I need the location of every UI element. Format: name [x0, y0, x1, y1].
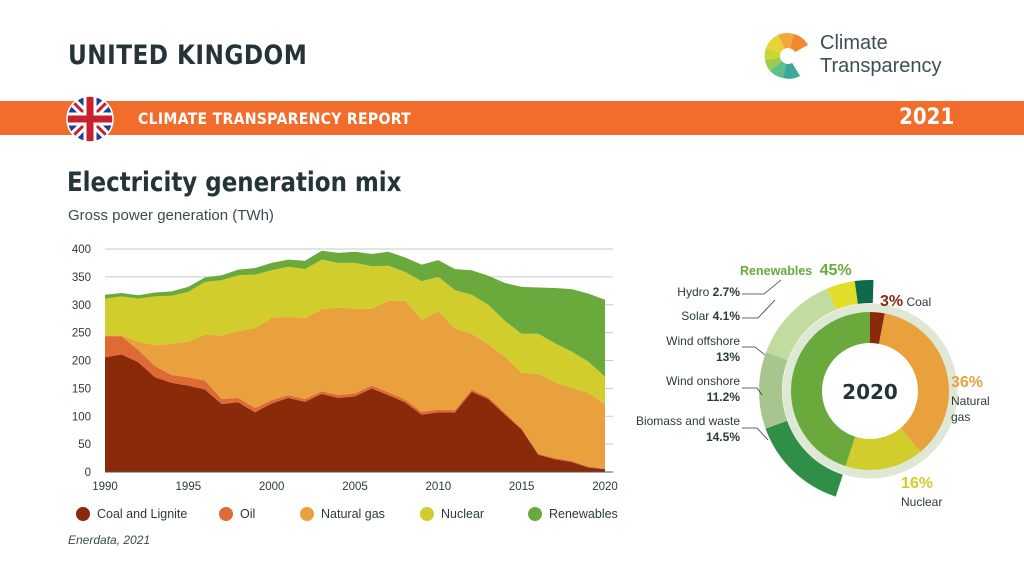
coal-label: 3% Coal	[880, 293, 960, 311]
solar-pct: 4.1%	[712, 309, 740, 323]
biomass-label: Biomass and waste 14.5%	[600, 413, 740, 445]
legend-swatch-coal	[76, 507, 90, 521]
chart-subtitle: Gross power generation (TWh)	[68, 207, 274, 224]
chart-legend: Coal and Lignite Oil Natural gas Nuclear…	[76, 507, 636, 527]
legend-swatch-nuclear	[420, 507, 434, 521]
area-series-natural-gas	[105, 300, 605, 469]
legend-label-renewables: Renewables	[549, 507, 618, 521]
y-tick-label: 100	[72, 411, 91, 423]
wind-offshore-label: Wind offshore 13%	[620, 333, 740, 365]
coal-label-text: Coal	[906, 295, 932, 309]
brand-name-line1: Climate	[820, 32, 888, 54]
donut-slice-coal	[870, 312, 885, 344]
y-tick-label: 250	[72, 328, 91, 340]
area-series-renewables	[105, 250, 605, 377]
banner-year: 2021	[898, 105, 954, 130]
leader-line	[742, 427, 769, 441]
coal-pct: 3%	[880, 293, 904, 310]
uk-flag-icon	[66, 95, 114, 143]
natural-gas-label-line1: Natural	[951, 394, 990, 408]
x-tick-label: 2005	[342, 481, 368, 493]
donut-chart	[759, 280, 958, 497]
wind-offshore-label-text: Wind offshore	[666, 334, 740, 348]
biomass-label-text: Biomass and waste	[635, 414, 740, 428]
y-tick-label: 150	[72, 383, 91, 395]
outer-band-wind-offshore	[766, 288, 837, 361]
donut-slice-renewables	[791, 312, 870, 467]
x-tick-label: 1995	[176, 481, 202, 493]
data-source: Enerdata, 2021	[68, 533, 151, 547]
natural-gas-pct: 36%	[951, 374, 984, 391]
nuclear-label-text: Nuclear	[901, 495, 943, 509]
y-axis-ticks: 0 50 100 150 200 250 300 350 400	[72, 244, 91, 479]
legend-label-nuclear: Nuclear	[441, 507, 485, 521]
legend-swatch-renewables	[528, 507, 542, 521]
legend-item-nuclear: Nuclear	[420, 507, 484, 521]
legend-item-renewables: Renewables	[528, 507, 618, 521]
hydro-label-text: Hydro	[677, 285, 710, 299]
country-title: UNITED KINGDOM	[68, 40, 308, 71]
hydro-pct: 2.7%	[712, 285, 740, 299]
outer-band-hydro	[854, 280, 874, 304]
y-tick-label: 50	[78, 439, 91, 451]
legend-label-coal: Coal and Lignite	[97, 507, 188, 521]
area-series-nuclear	[105, 259, 605, 405]
y-tick-label: 350	[72, 272, 91, 284]
natural-gas-label-line2: gas	[951, 410, 971, 424]
donut-hole	[823, 344, 917, 438]
wind-onshore-pct: 11.2%	[706, 390, 740, 404]
outer-band-solar	[827, 281, 858, 310]
outer-band-wind-onshore	[759, 352, 788, 429]
legend-item-natural-gas: Natural gas	[300, 507, 385, 521]
renewables-pct: 45%	[819, 262, 852, 279]
x-tick-label: 2000	[259, 481, 285, 493]
donut-center-label: 2020	[842, 380, 898, 404]
stacked-area-series	[105, 250, 613, 473]
wind-offshore-pct: 13%	[715, 350, 740, 364]
report-banner: CLIMATE TRANSPARENCY REPORT 2021	[0, 101, 1024, 135]
renewables-label-text: Renewables	[740, 264, 813, 278]
legend-item-oil: Oil	[219, 507, 255, 521]
legend-swatch-natural-gas	[300, 507, 314, 521]
wind-onshore-label: Wind onshore 11.2%	[620, 373, 740, 405]
donut-slice-natural-gas	[878, 313, 950, 452]
leader-line	[742, 387, 763, 396]
nuclear-pct: 16%	[901, 475, 934, 492]
y-tick-label: 400	[72, 244, 91, 256]
banner-title: CLIMATE TRANSPARENCY REPORT	[138, 109, 412, 128]
legend-label-oil: Oil	[240, 507, 256, 521]
brand-name-line2: Transparency	[820, 55, 942, 77]
legend-label-natural-gas: Natural gas	[321, 507, 385, 521]
renewables-label: Renewables 45%	[740, 262, 870, 280]
biomass-pct: 14.5%	[705, 430, 740, 444]
climate-transparency-logo: Climate Transparency	[760, 26, 970, 84]
solar-label-text: Solar	[681, 309, 710, 323]
logo-icon	[764, 33, 808, 79]
solar-label: Solar 4.1%	[640, 309, 740, 323]
y-tick-label: 200	[72, 356, 91, 368]
donut-separator-ring	[782, 303, 958, 479]
donut-slice-nuclear	[845, 427, 921, 470]
x-tick-label: 2010	[426, 481, 452, 493]
leader-line	[742, 299, 776, 319]
leader-line	[742, 279, 782, 295]
y-tick-label: 0	[85, 467, 91, 479]
area-series-coal-and-lignite	[105, 354, 605, 472]
donut-leader-lines	[742, 279, 782, 441]
x-axis-ticks: 1990 1995 2000 2005 2010 2015 2020	[92, 481, 618, 493]
outer-band-biomass-and-waste	[765, 420, 843, 497]
chart-title: Electricity generation mix	[67, 167, 402, 198]
legend-swatch-oil	[219, 507, 233, 521]
hydro-label: Hydro 2.7%	[640, 285, 740, 299]
x-tick-label: 2015	[509, 481, 535, 493]
x-tick-label: 2020	[592, 481, 618, 493]
nuclear-label: 16% Nuclear	[901, 474, 961, 510]
natural-gas-label: 36% Natural gas	[951, 373, 1011, 425]
legend-item-coal: Coal and Lignite	[76, 507, 187, 521]
leader-line	[742, 346, 766, 356]
wind-onshore-label-text: Wind onshore	[665, 374, 740, 388]
y-tick-label: 300	[72, 300, 91, 312]
x-tick-label: 1990	[92, 481, 118, 493]
